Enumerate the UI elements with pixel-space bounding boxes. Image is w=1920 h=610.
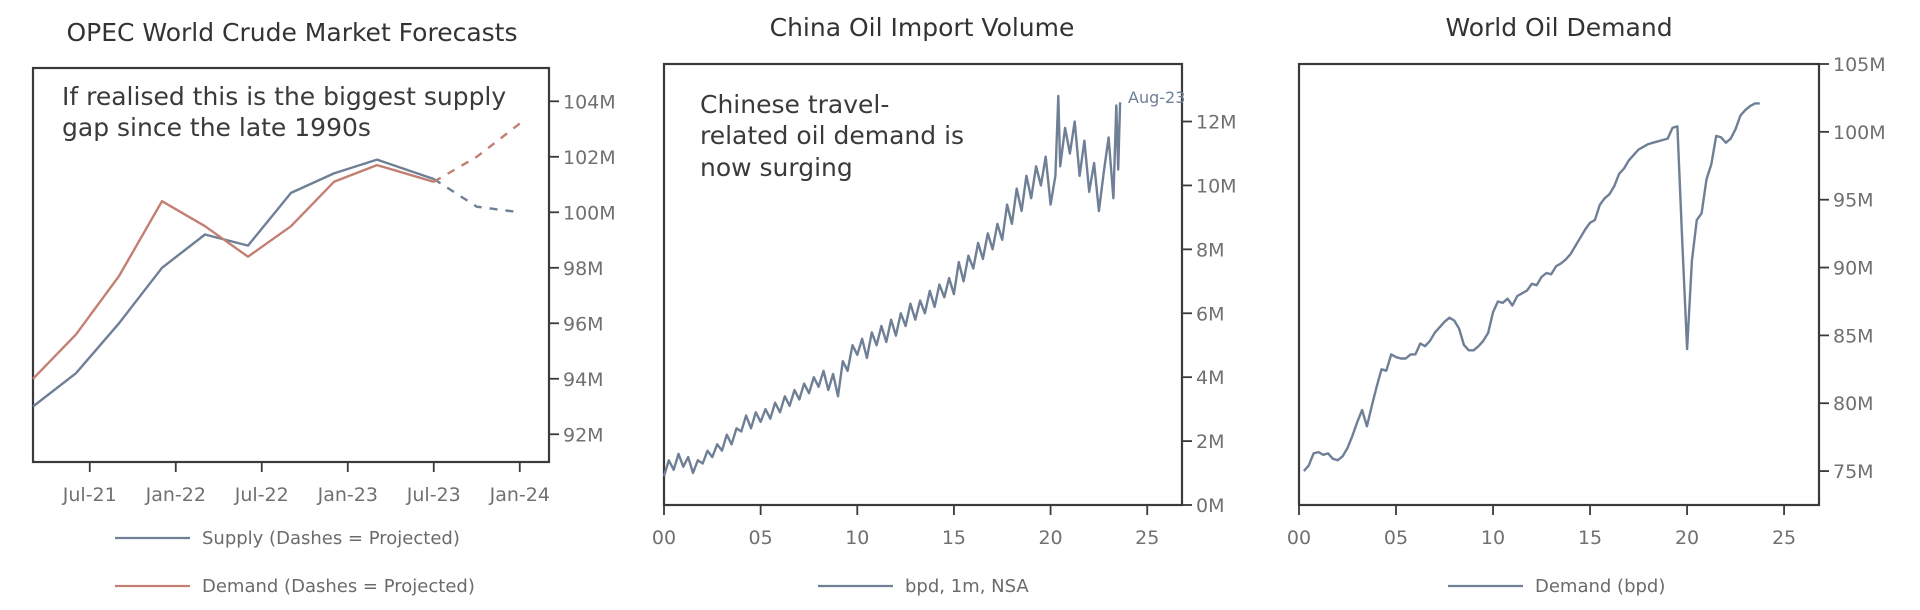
x-tick-label: Jul-23 — [406, 484, 461, 506]
chart-title: China Oil Import Volume — [770, 13, 1075, 42]
plot-frame — [31, 66, 551, 464]
legend-label: Demand (bpd) — [1535, 576, 1665, 597]
x-tick-label: 10 — [1481, 527, 1505, 549]
legend-label: bpd, 1m, NSA — [905, 576, 1029, 597]
chart-title: OPEC World Crude Market Forecasts — [66, 18, 517, 47]
series-line-1 — [32, 163, 435, 380]
y-tick-label: 94M — [563, 369, 604, 391]
china-oil-import-chart: China Oil Import Volume Chinese travel- … — [652, 13, 1237, 597]
x-tick-label: 20 — [1675, 527, 1699, 549]
y-tick-label: 75M — [1833, 461, 1874, 483]
annotation-line-2: related oil demand is — [700, 121, 964, 150]
legend-label-demand: Demand (Dashes = Projected) — [202, 576, 475, 597]
y-tick-label: 85M — [1833, 325, 1874, 347]
x-tick-label: 20 — [1038, 527, 1062, 549]
y-tick-label: 0M — [1196, 495, 1224, 517]
chart-title: World Oil Demand — [1445, 13, 1672, 42]
x-tick-label: Jan-23 — [317, 484, 378, 506]
y-tick-label: 4M — [1196, 367, 1224, 389]
annotation-line-1: Chinese travel- — [700, 90, 889, 119]
x-tick-label: 00 — [652, 527, 676, 549]
x-tick-label: Jul-21 — [62, 484, 117, 506]
y-tick-label: 95M — [1833, 190, 1874, 212]
annotation-line-1: If realised this is the biggest supply — [62, 82, 506, 111]
x-tick-label: 15 — [1578, 527, 1602, 549]
legend-label-supply: Supply (Dashes = Projected) — [202, 528, 460, 549]
y-tick-label: 6M — [1196, 303, 1224, 325]
x-tick-label: 00 — [1287, 527, 1311, 549]
y-tick-label: 80M — [1833, 393, 1874, 415]
x-tick-label: 05 — [749, 527, 773, 549]
y-tick-label: 10M — [1196, 175, 1237, 197]
end-value-label: Aug-23 — [1128, 88, 1185, 107]
series-line-0 — [1302, 102, 1760, 472]
series-projection-0 — [433, 177, 520, 214]
x-tick-label: 15 — [942, 527, 966, 549]
x-tick-label: 25 — [1135, 527, 1159, 549]
annotation-line-3: now surging — [700, 153, 853, 182]
x-tick-label: 05 — [1384, 527, 1408, 549]
world-oil-demand-chart: World Oil Demand 75M 80M 85M 90M 95M 100M 105M… — [1287, 13, 1886, 597]
y-tick-label: 96M — [563, 313, 604, 335]
series-line-0 — [662, 94, 1122, 477]
y-tick-label: 98M — [563, 258, 604, 280]
y-tick-label: 8M — [1196, 239, 1224, 261]
x-tick-label: Jul-22 — [234, 484, 289, 506]
y-tick-label: 90M — [1833, 258, 1874, 280]
series-projection-1 — [433, 122, 521, 183]
y-tick-label: 105M — [1833, 54, 1886, 76]
x-tick-label: 25 — [1772, 527, 1796, 549]
y-tick-label: 12M — [1196, 112, 1237, 134]
y-tick-label: 2M — [1196, 431, 1224, 453]
x-tick-label: Jan-22 — [145, 484, 206, 506]
opec-forecast-chart: OPEC World Crude Market Forecasts If rea… — [31, 18, 616, 597]
annotation-line-2: gap since the late 1990s — [62, 113, 371, 142]
y-tick-label: 104M — [563, 91, 616, 113]
x-tick-label: Jan-24 — [489, 484, 550, 506]
plot-frame — [662, 62, 1184, 507]
y-tick-label: 102M — [563, 147, 616, 169]
y-tick-label: 100M — [1833, 122, 1886, 144]
y-tick-label: 100M — [563, 202, 616, 224]
x-tick-label: 10 — [845, 527, 869, 549]
series-line-0 — [32, 158, 435, 408]
y-tick-label: 92M — [563, 424, 604, 446]
plot-frame — [1297, 62, 1821, 507]
